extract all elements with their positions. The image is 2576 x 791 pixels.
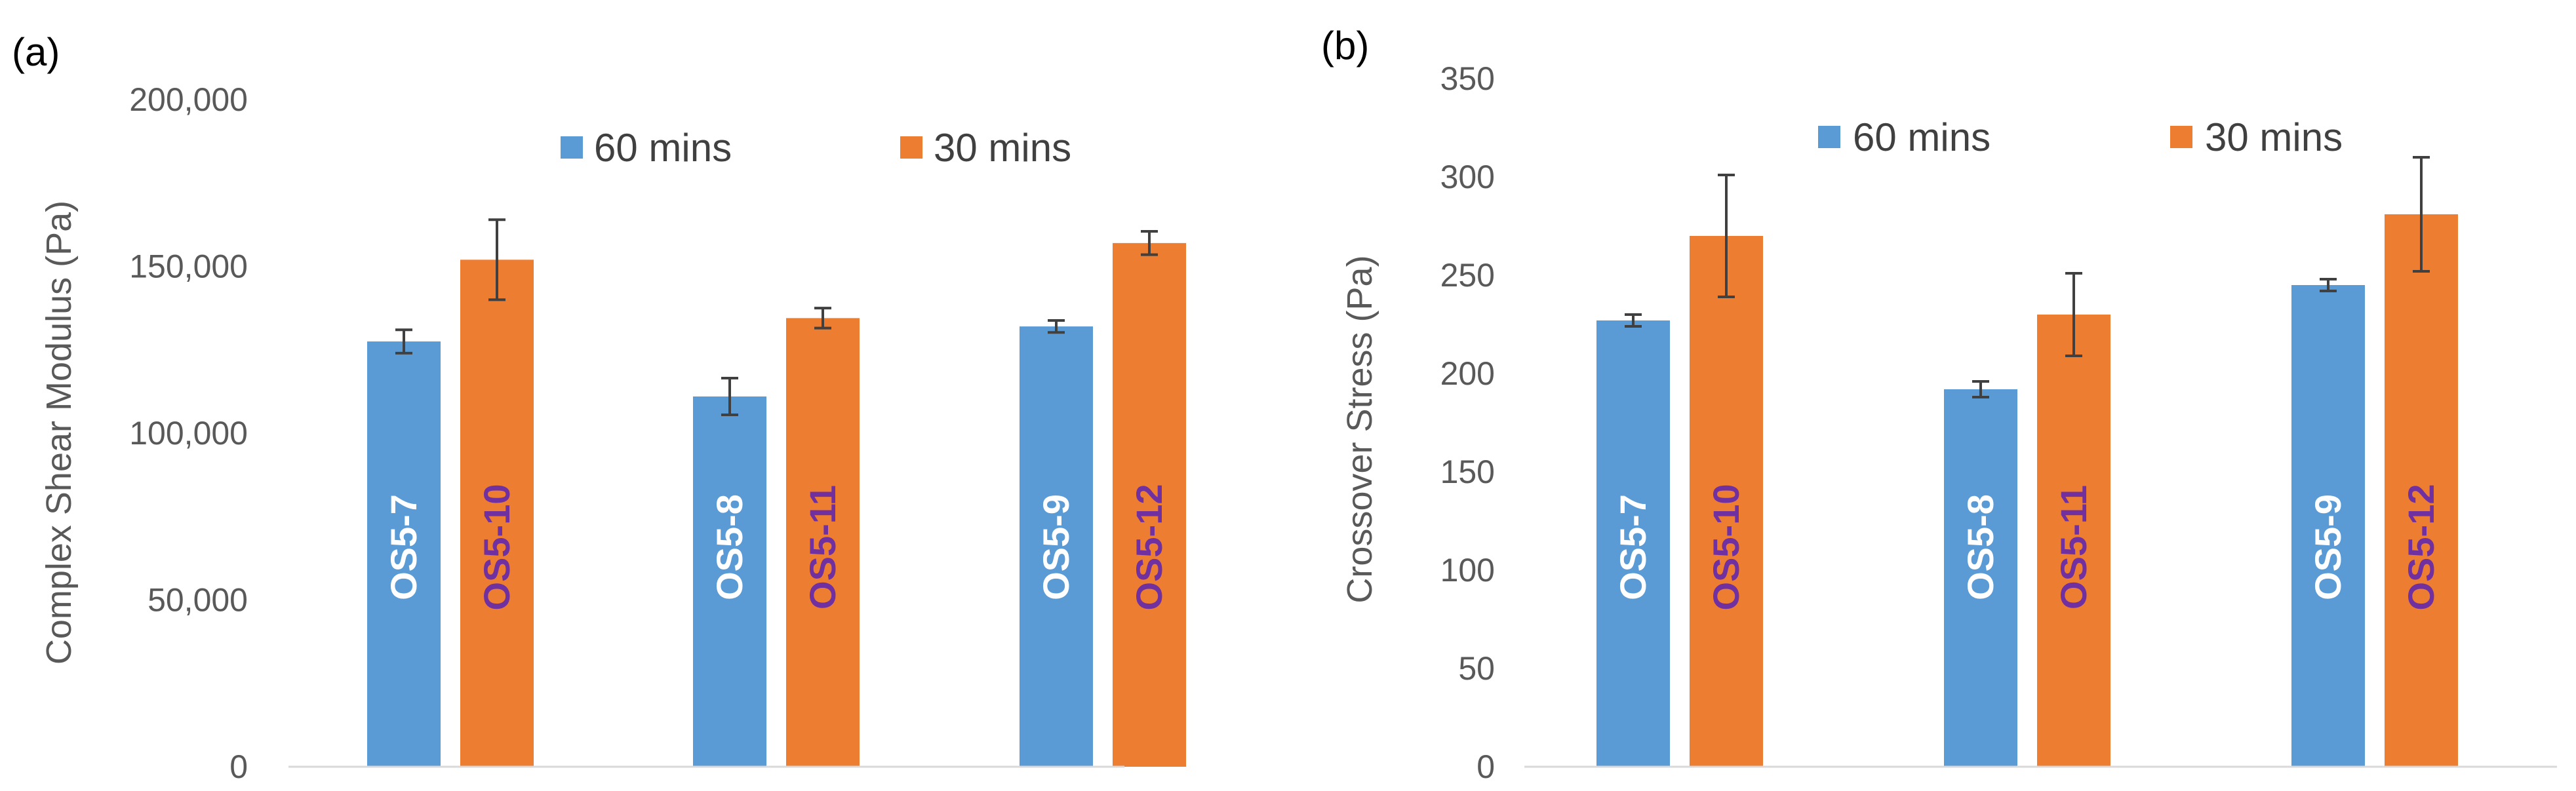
bar-label: OS5-11: [802, 485, 843, 609]
bar-60-mins-os5-8: [1944, 389, 2017, 767]
bar-label: OS5-11: [2053, 485, 2094, 609]
panel-label-b: (b): [1321, 24, 1369, 68]
y-axis-title-a: Complex Shear Modulus (Pa): [39, 201, 79, 665]
legend-b: 60 mins 30 mins: [1818, 115, 2343, 159]
bar-60-mins-os5-7: [1596, 320, 1670, 767]
legend-label-60-b: 60 mins: [1853, 115, 1991, 159]
chart-panel-a: (a) Complex Shear Modulus (Pa) 0 50,000 10…: [12, 30, 1186, 785]
bar-label: OS5-12: [2400, 484, 2442, 611]
bar-60-mins-os5-9: [2291, 285, 2365, 767]
bar-30-mins-os5-10: [1690, 236, 1763, 767]
bar-30-mins-os5-10: [460, 260, 534, 767]
y-tick-label: 200: [1440, 355, 1495, 392]
y-tick-labels-a: 0 50,000 100,000 150,000 200,000: [129, 81, 248, 785]
y-tick-label: 50: [1458, 650, 1495, 687]
y-tick-label: 50,000: [148, 582, 248, 619]
bar-label: OS5-8: [1960, 494, 2001, 600]
bar-60-mins-os5-8: [693, 396, 766, 767]
bar-label: OS5-12: [1128, 484, 1170, 611]
bar-30-mins-os5-11: [2037, 315, 2110, 767]
legend-label-30-a: 30 mins: [934, 126, 1071, 170]
y-tick-label: 0: [229, 748, 248, 785]
bar-label: OS5-9: [2307, 494, 2348, 600]
bar-label: OS5-10: [1705, 484, 1747, 611]
bar-label: OS5-7: [383, 494, 424, 600]
panel-label-a: (a): [12, 30, 60, 74]
y-axis-title-b: Crossover Stress (Pa): [1340, 255, 1379, 603]
bar-label: OS5-10: [476, 484, 517, 611]
y-tick-label: 150: [1440, 453, 1495, 490]
bar-label: OS5-9: [1035, 494, 1077, 600]
chart-panel-b: (b) Crossover Stress (Pa) 0 50 100 150 200 25…: [1321, 24, 2557, 785]
bars-b: OS5-7 OS5-10 OS5-8 OS5-11 OS5-9 OS5-12: [1596, 156, 2458, 767]
y-tick-label: 200,000: [129, 81, 248, 118]
bar-30-mins-os5-12: [2385, 214, 2458, 767]
legend-swatch-60-a: [561, 136, 583, 159]
y-tick-label: 100: [1440, 552, 1495, 588]
y-tick-labels-b: 0 50 100 150 200 250 300 350: [1440, 60, 1495, 785]
bars-a: OS5-7 OS5-10 OS5-8 OS5-11 OS5-9 OS5-12: [367, 218, 1186, 767]
y-tick-label: 100,000: [129, 415, 248, 452]
bar-30-mins-os5-11: [786, 318, 860, 767]
bar-label: OS5-7: [1612, 494, 1654, 600]
y-tick-label: 250: [1440, 257, 1495, 294]
legend-label-30-b: 30 mins: [2205, 115, 2343, 159]
y-tick-label: 350: [1440, 60, 1495, 97]
y-tick-label: 150,000: [129, 248, 248, 285]
y-tick-label: 300: [1440, 159, 1495, 195]
legend-swatch-60-b: [1818, 126, 1840, 148]
y-tick-label: 0: [1476, 748, 1495, 785]
legend-swatch-30-b: [2170, 126, 2192, 148]
legend-a: 60 mins 30 mins: [561, 126, 1071, 170]
legend-label-60-a: 60 mins: [594, 126, 732, 170]
legend-swatch-30-a: [900, 136, 922, 159]
bar-30-mins-os5-12: [1113, 242, 1186, 767]
bar-60-mins-os5-9: [1020, 326, 1093, 767]
bar-60-mins-os5-7: [367, 341, 441, 767]
bar-label: OS5-8: [709, 494, 750, 600]
